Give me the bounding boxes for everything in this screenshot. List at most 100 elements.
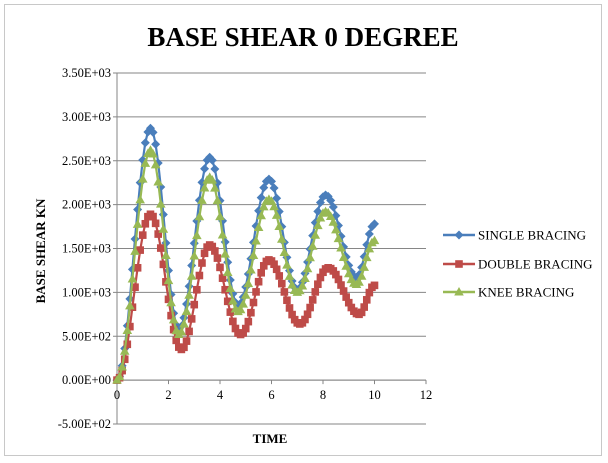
triangle-marker: [122, 325, 133, 334]
x-tick-label: 6: [268, 388, 274, 402]
axes: -5.00E+02 0.00E+00 5.00E+02 1.00E+03 1.50E+0…: [58, 66, 432, 431]
square-marker: [159, 260, 168, 269]
square-marker: [306, 303, 314, 312]
y-tick-label: 1.50E+03: [62, 242, 111, 256]
square-marker: [357, 308, 366, 317]
square-marker: [339, 287, 348, 295]
triangle-marker: [228, 296, 238, 305]
square-marker: [275, 272, 284, 280]
chart-title: BASE SHEAR 0 DEGREE: [147, 22, 458, 52]
legend: SINGLE BRACING DOUBLE BRACING KNEE BRACING: [443, 228, 592, 300]
square-marker: [239, 329, 247, 337]
triangle-marker: [279, 247, 290, 256]
triangle-marker: [282, 260, 292, 269]
square-marker: [169, 325, 178, 334]
triangle-marker: [127, 274, 138, 283]
triangle-marker: [364, 243, 375, 253]
legend-entry: DOUBLE BRACING: [443, 257, 592, 272]
diamond-marker: [158, 209, 168, 219]
y-tick-label: 1.00E+03: [62, 285, 111, 299]
triangle-marker: [454, 287, 464, 296]
y-tick-label: -5.00E+02: [58, 417, 111, 431]
diamond-marker: [200, 164, 210, 174]
legend-entry: SINGLE BRACING: [443, 228, 586, 243]
triangle-marker: [148, 148, 158, 158]
triangle-marker: [153, 177, 163, 186]
triangle-marker: [356, 271, 367, 280]
square-marker: [280, 288, 289, 296]
square-marker: [149, 212, 157, 221]
x-tick-label: 8: [320, 388, 326, 402]
triangle-marker: [225, 283, 236, 293]
square-marker: [362, 296, 371, 304]
triangle-marker: [194, 211, 205, 221]
diamond-marker: [151, 139, 161, 149]
diamond-marker: [133, 205, 143, 215]
square-marker: [247, 308, 255, 317]
triangle-marker: [222, 267, 233, 276]
square-marker: [195, 271, 204, 280]
diamond-marker: [210, 164, 220, 174]
square-marker: [455, 260, 463, 268]
square-marker: [226, 308, 235, 316]
triangle-marker: [181, 306, 192, 315]
triangle-marker: [256, 210, 266, 220]
x-axis-label: TIME: [253, 431, 288, 446]
triangle-marker: [184, 290, 194, 299]
legend-label: KNEE BRACING: [478, 285, 574, 300]
y-tick-label: 5.00E+02: [62, 329, 111, 343]
square-marker: [190, 300, 199, 309]
x-tick-label: 0: [114, 388, 120, 402]
square-marker: [154, 230, 162, 238]
triangle-marker: [197, 195, 207, 204]
square-marker: [213, 254, 222, 262]
square-marker: [303, 310, 312, 319]
triangle-marker: [114, 371, 125, 381]
diamond-marker: [140, 138, 150, 148]
triangle-marker: [240, 290, 251, 299]
diamond-marker: [220, 237, 230, 247]
triangle-marker: [258, 201, 269, 211]
square-marker: [332, 270, 340, 279]
square-marker: [151, 219, 160, 228]
triangle-marker: [277, 234, 287, 243]
square-marker: [311, 288, 320, 296]
triangle-marker: [150, 159, 161, 169]
triangle-marker: [176, 326, 187, 336]
triangle-marker: [307, 241, 318, 250]
triangle-marker: [210, 183, 220, 192]
triangle-marker: [220, 249, 230, 258]
triangle-marker: [163, 275, 174, 285]
triangle-marker: [246, 265, 256, 274]
square-marker: [123, 340, 132, 349]
y-tick-label: 3.50E+03: [62, 66, 111, 80]
square-marker: [198, 259, 206, 267]
triangle-marker: [284, 271, 295, 280]
triangle-marker: [243, 278, 254, 288]
square-marker: [254, 277, 263, 286]
triangle-marker: [369, 235, 380, 245]
triangle-marker: [161, 250, 171, 259]
y-tick-label: 2.50E+03: [62, 154, 111, 168]
triangle-marker: [295, 285, 305, 295]
square-marker: [285, 304, 294, 312]
square-marker: [229, 317, 237, 326]
diamond-marker: [364, 229, 374, 239]
series-knee-bracing: [112, 145, 380, 384]
square-marker: [138, 231, 147, 239]
square-marker: [365, 288, 374, 297]
diamond-marker: [272, 193, 282, 203]
diamond-marker: [328, 202, 338, 212]
triangle-marker: [328, 217, 339, 226]
square-marker: [337, 281, 345, 289]
square-marker: [156, 244, 165, 252]
triangle-marker: [135, 194, 145, 204]
triangle-marker: [132, 219, 143, 228]
diamond-marker: [267, 176, 276, 186]
triangle-marker: [302, 263, 313, 273]
y-tick-label: 2.00E+03: [62, 198, 111, 212]
legend-entry: KNEE BRACING: [443, 285, 574, 300]
triangle-marker: [137, 174, 148, 183]
square-marker: [133, 263, 142, 272]
triangle-marker: [125, 300, 135, 310]
